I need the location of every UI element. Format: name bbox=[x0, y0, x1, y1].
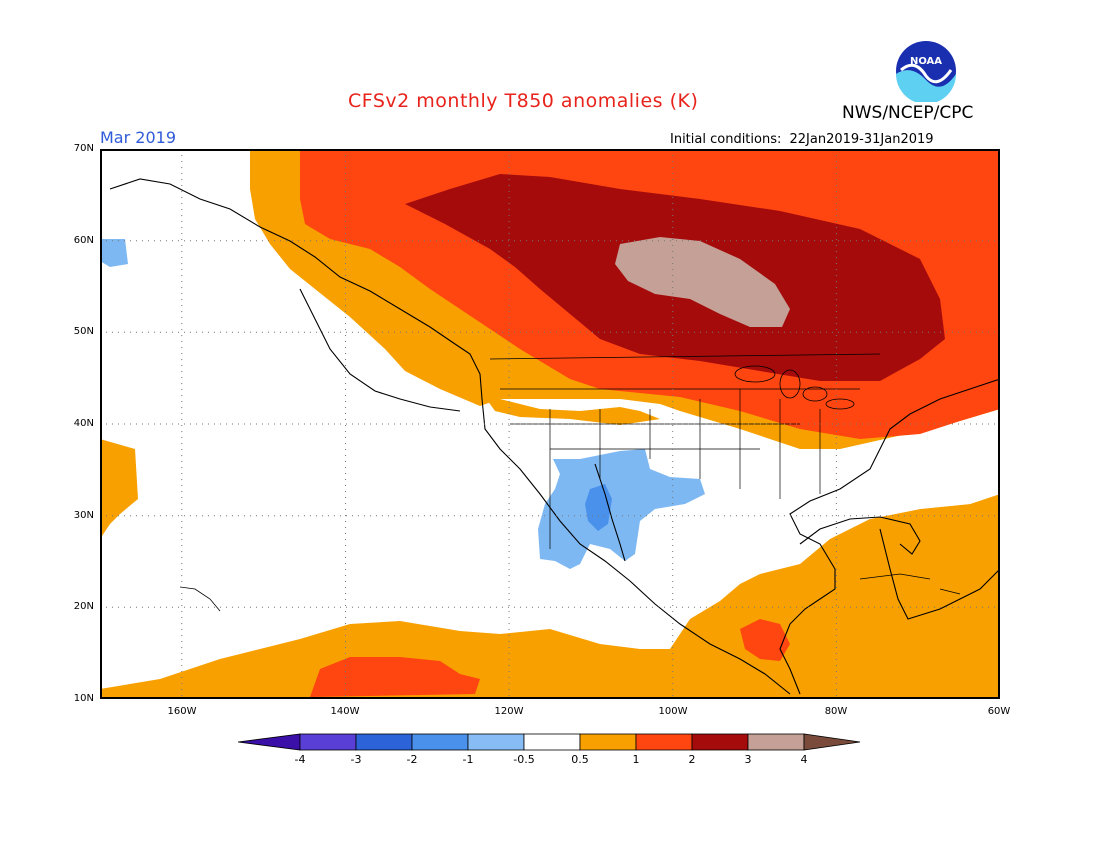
red-field-pacific bbox=[310, 657, 480, 697]
state-borders bbox=[489, 353, 881, 549]
colorbar-bin-2 bbox=[355, 733, 413, 751]
great-lakes bbox=[734, 365, 855, 410]
initial-conditions: Initial conditions: 22Jan2019-31Jan2019 bbox=[670, 132, 934, 147]
colorbar-bin-3 bbox=[411, 733, 469, 751]
colorbar-bin-4 bbox=[467, 733, 525, 751]
colorbar-label-3: 3 bbox=[744, 753, 752, 766]
graticule bbox=[100, 149, 1000, 699]
lat-label-60n: 60N bbox=[73, 235, 94, 246]
colorbar-label-minus05: -0.5 bbox=[513, 753, 535, 766]
lon-label-60w: 60W bbox=[987, 706, 1011, 717]
lat-label-10n: 10N bbox=[73, 693, 94, 704]
lat-label-50n: 50N bbox=[73, 326, 94, 337]
orange-field-west-edge bbox=[100, 439, 138, 539]
islands bbox=[179, 573, 961, 612]
lat-label-20n: 20N bbox=[73, 601, 94, 612]
light-blue-field bbox=[538, 449, 705, 569]
colorbar-bin-1 bbox=[299, 733, 357, 751]
colorbar-bin-7 bbox=[635, 733, 693, 751]
orange-tongue-west bbox=[485, 397, 660, 425]
lon-label-100w: 100W bbox=[658, 706, 688, 717]
initial-conditions-label: Initial conditions: bbox=[670, 132, 782, 147]
lat-label-40n: 40N bbox=[73, 418, 94, 429]
anomaly-map bbox=[100, 149, 1000, 699]
colorbar-label-minus2: -2 bbox=[406, 753, 418, 766]
white-strip-atlantic bbox=[850, 457, 1000, 519]
colorbar-label-minus4: -4 bbox=[294, 753, 306, 766]
colorbar-label-05: 0.5 bbox=[571, 753, 589, 766]
colorbar-label-minus3: -3 bbox=[350, 753, 362, 766]
colorbar-label-2: 2 bbox=[688, 753, 696, 766]
chart-title: CFSv2 monthly T850 anomalies (K) bbox=[348, 90, 699, 112]
colorbar-bin-9 bbox=[747, 733, 805, 751]
tan-field bbox=[615, 237, 790, 327]
lat-label-70n: 70N bbox=[73, 143, 94, 154]
colorbar-bin-5 bbox=[523, 733, 581, 751]
lon-label-120w: 120W bbox=[494, 706, 524, 717]
colorbar-bin-8 bbox=[691, 733, 749, 751]
colorbar-bin-6 bbox=[579, 733, 637, 751]
colorbar-label-4: 4 bbox=[800, 753, 808, 766]
red-field-central-america bbox=[740, 619, 790, 661]
map-frame bbox=[100, 149, 1000, 699]
light-blue-west-edge bbox=[100, 239, 128, 267]
lat-label-30n: 30N bbox=[73, 510, 94, 521]
lon-label-140w: 140W bbox=[330, 706, 360, 717]
colorbar-label-minus1: -1 bbox=[462, 753, 474, 766]
agency-label: NWS/NCEP/CPC bbox=[842, 103, 974, 123]
lon-label-160w: 160W bbox=[167, 706, 197, 717]
forecast-month: Mar 2019 bbox=[100, 128, 176, 147]
initial-conditions-range: 22Jan2019-31Jan2019 bbox=[789, 132, 934, 147]
noaa-logo-text: NOAA bbox=[910, 56, 942, 67]
anomaly-fields bbox=[100, 149, 1000, 699]
coastlines bbox=[109, 178, 1000, 695]
colorbar-arrow-right bbox=[803, 733, 861, 751]
noaa-logo: NOAA bbox=[896, 41, 956, 102]
colorbar-label-1: 1 bbox=[632, 753, 640, 766]
lon-label-80w: 80W bbox=[824, 706, 848, 717]
colorbar bbox=[238, 733, 861, 751]
colorbar-arrow-left bbox=[238, 733, 301, 751]
